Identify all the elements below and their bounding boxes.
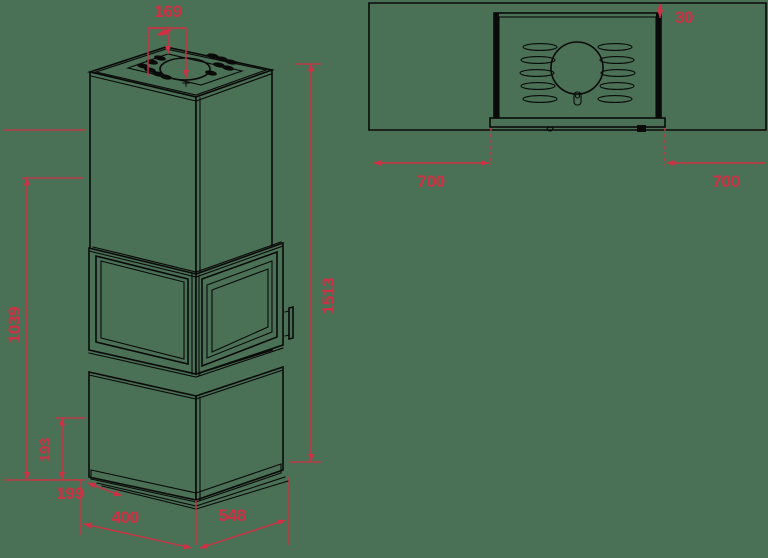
lower-pedestal-base	[88, 365, 289, 510]
vent-slots-right	[205, 53, 237, 76]
vent-slots-left	[137, 55, 172, 80]
dim-clearance-left-label: 700	[417, 172, 444, 191]
flue-collar-plate	[126, 53, 245, 87]
glass-door-firebox	[88, 241, 294, 378]
dim-clearance-left: 700	[373, 128, 492, 191]
clearance-boundary	[368, 2, 767, 131]
dim-total-height: 1513	[290, 63, 338, 463]
dim-clearance-right-label: 700	[712, 172, 739, 191]
dim-clearance-top-label: 30	[675, 8, 693, 27]
dim-plinth-height: 193	[37, 417, 85, 481]
dim-width-label: 548	[218, 506, 245, 525]
dim-flue-offset: 169	[147, 2, 189, 79]
dim-body-height-label: 1039	[5, 307, 24, 344]
dim-plinth-inset: 199	[27, 479, 123, 503]
stove-top-plate	[489, 12, 666, 132]
dim-clearance-top: 30	[657, 3, 693, 27]
dim-plinth-inset-label: 199	[56, 484, 83, 503]
dim-clearance-right: 700	[664, 128, 766, 191]
dim-plinth-height-label: 193	[37, 438, 54, 462]
isometric-stove-view	[87, 46, 294, 510]
plan-top-view	[368, 2, 767, 132]
dim-flue-offset-label: 169	[154, 2, 181, 21]
dim-width: 548	[199, 477, 290, 549]
dim-depth-label: 400	[111, 508, 138, 527]
door-handle	[284, 305, 294, 341]
vent-slots-right-plan	[597, 43, 636, 103]
center-latch	[573, 91, 582, 106]
dim-total-height-label: 1513	[319, 278, 338, 315]
vent-slots-left-plan	[519, 43, 558, 103]
dim-depth: 400	[79, 480, 197, 550]
dim-body-height: 1039	[3, 129, 86, 481]
